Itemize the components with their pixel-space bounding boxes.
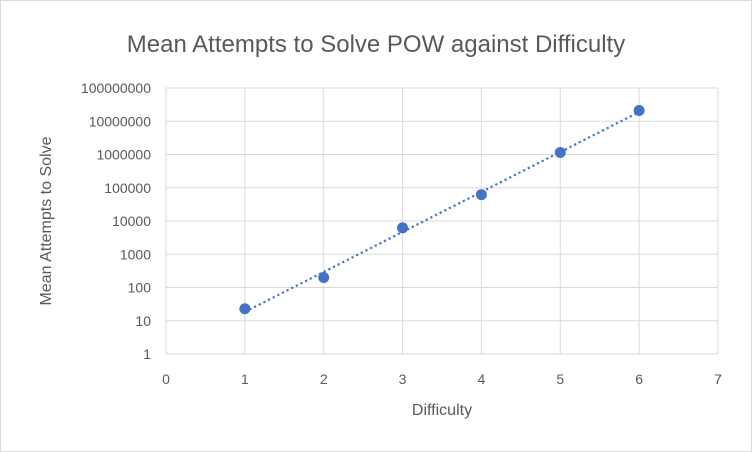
x-axis-title: Difficulty: [412, 402, 472, 419]
y-tick-labels: 1 10 100 1000 10000 100000 1000000 10000000 1000…: [81, 80, 151, 362]
data-point: [397, 222, 409, 234]
x-tick-label: 2: [320, 371, 328, 387]
chart-title: Mean Attempts to Solve POW against Diffi…: [127, 31, 625, 58]
x-tick-label: 3: [399, 371, 407, 387]
y-tick-label: 1000: [120, 246, 151, 262]
y-tick-label: 10000000: [89, 113, 152, 129]
data-point: [633, 105, 645, 117]
x-tick-label: 5: [556, 371, 564, 387]
data-points: [239, 105, 645, 315]
y-tick-label: 1: [143, 346, 151, 362]
x-tick-label: 0: [162, 371, 170, 387]
x-tick-label: 6: [635, 371, 643, 387]
data-point: [475, 189, 487, 201]
y-tick-label: 10000: [112, 213, 151, 229]
y-tick-label: 10: [135, 313, 151, 329]
x-tick-label: 4: [478, 371, 486, 387]
y-axis-title: Mean Attempts to Solve: [38, 136, 55, 305]
y-tick-label: 100000000: [81, 80, 151, 96]
y-tick-label: 100: [128, 280, 152, 296]
data-point: [318, 271, 330, 283]
x-tick-labels: 0 1 2 3 4 5 6 7: [162, 371, 722, 387]
y-tick-label: 100000: [104, 180, 151, 196]
gridlines: [165, 87, 719, 355]
y-tick-label: 1000000: [96, 147, 151, 163]
trendline: [244, 111, 640, 313]
x-tick-label: 1: [241, 371, 249, 387]
data-point: [554, 146, 566, 158]
x-tick-label: 7: [714, 371, 722, 387]
data-point: [239, 303, 251, 315]
